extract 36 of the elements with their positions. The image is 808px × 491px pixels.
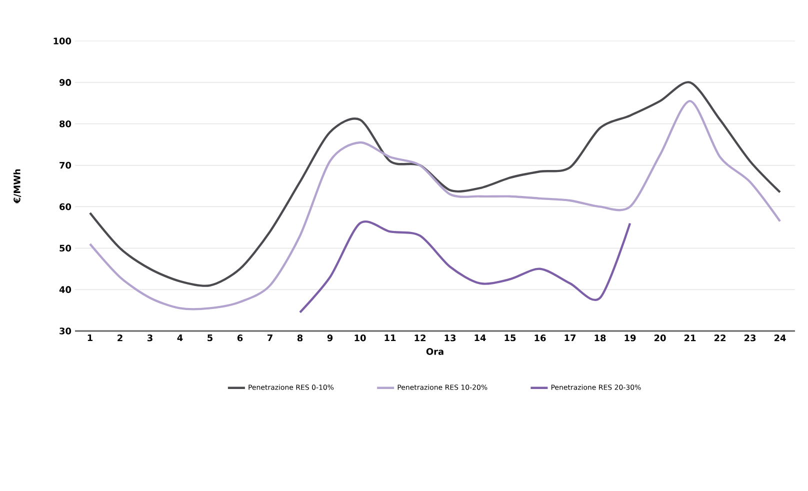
x-tick-label: 24 <box>774 334 786 342</box>
y-tick-label: 80 <box>60 120 72 128</box>
x-tick-label: 10 <box>354 334 366 342</box>
y-axis-title: €/MWh <box>13 169 22 204</box>
x-tick-label: 18 <box>594 334 606 342</box>
x-axis-title: Ora <box>426 348 444 355</box>
x-tick-label: 4 <box>177 334 183 342</box>
x-tick-label: 22 <box>714 334 726 342</box>
y-tick-label: 70 <box>60 162 72 169</box>
line-series <box>88 100 782 310</box>
y-tick-label: 100 <box>54 38 72 44</box>
x-tick-label: 17 <box>564 334 576 342</box>
x-tick-label: 19 <box>624 334 636 342</box>
x-tick-label: 1 <box>88 334 93 342</box>
x-tick-label: 14 <box>474 334 486 342</box>
y-tick-label: 30 <box>60 328 72 334</box>
x-tick-label: 23 <box>744 334 756 342</box>
y-tick-label: 40 <box>59 286 72 293</box>
x-tick-label: 6 <box>237 334 243 342</box>
x-tick-label: 3 <box>147 334 152 342</box>
x-tick-label: 11 <box>384 334 396 342</box>
x-tick-label: 16 <box>534 334 546 342</box>
line-series <box>88 81 782 287</box>
x-tick-label: 21 <box>684 334 696 342</box>
x-tick-label: 7 <box>267 334 272 342</box>
x-tick-label: 15 <box>504 334 516 342</box>
x-tick-label: 2 <box>118 334 122 342</box>
x-tick-label: 13 <box>444 334 456 342</box>
y-tick-label: 90 <box>59 79 72 86</box>
y-tick-label: 60 <box>60 203 72 210</box>
y-tick-label: 50 <box>60 244 72 252</box>
x-tick-label: 9 <box>327 334 333 342</box>
x-tick-label: 20 <box>654 334 666 342</box>
x-tick-label: 12 <box>414 334 426 342</box>
x-tick-label: 5 <box>208 334 212 342</box>
x-tick-label: 8 <box>297 334 303 342</box>
